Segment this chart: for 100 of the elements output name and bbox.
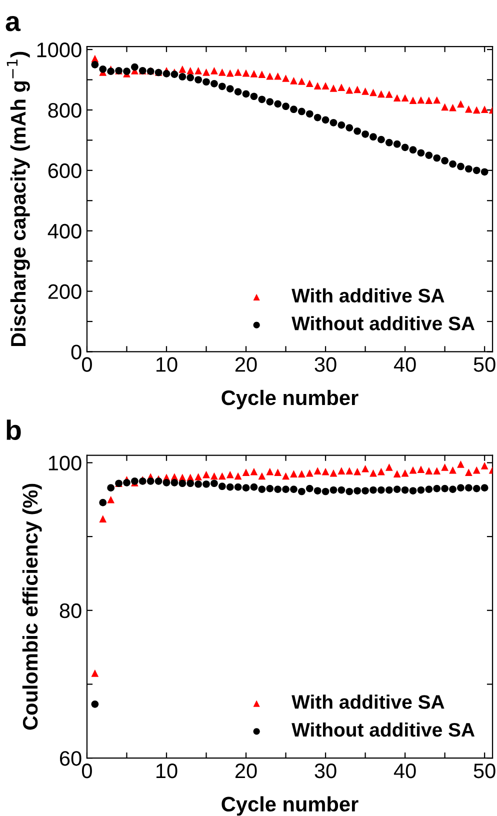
point (322, 82, 330, 90)
point (433, 96, 441, 104)
point (322, 468, 330, 476)
point (362, 130, 369, 138)
x-tick-label: 20 (235, 357, 257, 372)
point (266, 468, 274, 476)
point (370, 88, 377, 96)
point (393, 94, 401, 102)
point (472, 106, 480, 114)
point (178, 480, 186, 488)
point (441, 484, 448, 492)
text: b (6, 420, 21, 440)
point (425, 152, 433, 159)
point (425, 467, 433, 475)
point (218, 68, 226, 76)
point (298, 488, 306, 496)
point (346, 467, 354, 475)
point (362, 464, 369, 472)
point (322, 116, 330, 124)
point (274, 468, 282, 476)
point (330, 469, 338, 477)
x-tick-label: 0 (82, 763, 92, 778)
point (91, 60, 99, 68)
point (290, 486, 298, 493)
point (409, 96, 417, 104)
point (146, 477, 154, 485)
point (282, 74, 290, 82)
y-tick-label: 600 (48, 163, 82, 178)
point (409, 487, 417, 494)
x-tick-label: 50 (474, 763, 496, 778)
point (370, 469, 377, 477)
point (298, 108, 306, 116)
point (298, 78, 306, 85)
point (123, 68, 130, 75)
point (290, 106, 298, 114)
point (464, 165, 472, 173)
x-tick-label: 30 (314, 763, 336, 778)
point (480, 106, 488, 114)
point (242, 484, 250, 492)
point (433, 467, 441, 475)
y-tick-label: 100 (48, 456, 82, 470)
point (457, 484, 464, 492)
point (218, 472, 226, 480)
y-tick-label: 200 (48, 284, 82, 300)
point (178, 66, 186, 73)
point (346, 488, 354, 496)
point (91, 700, 99, 708)
point (123, 478, 130, 486)
point (338, 467, 346, 475)
point (210, 80, 218, 88)
point (274, 486, 282, 493)
point (314, 487, 322, 494)
point (162, 478, 170, 486)
y-tick-label: 1000 (37, 42, 82, 58)
x-tick-label: 0 (82, 357, 92, 372)
point (480, 168, 488, 176)
legend-label: Without additive SA (292, 316, 475, 330)
point (314, 114, 322, 122)
point (362, 88, 369, 95)
point (338, 84, 346, 91)
point (250, 92, 258, 100)
point (194, 480, 202, 488)
point (314, 82, 322, 90)
point (218, 482, 226, 490)
x-tick-label: 50 (474, 357, 496, 372)
point (362, 487, 369, 494)
point (258, 70, 266, 78)
point (322, 488, 330, 496)
point (393, 470, 401, 478)
point (409, 466, 417, 474)
point (306, 484, 314, 492)
point (433, 154, 441, 162)
point (274, 100, 282, 108)
point (472, 484, 480, 492)
point (186, 480, 194, 488)
point (354, 127, 362, 135)
point (441, 103, 448, 111)
point (131, 63, 138, 71)
point (234, 472, 242, 480)
point (202, 68, 210, 76)
point (186, 74, 194, 82)
legend-label: With additive SA (292, 694, 444, 709)
point (226, 483, 234, 491)
point (274, 72, 282, 80)
x-tick-label: 40 (394, 357, 416, 372)
point (385, 463, 393, 471)
point (457, 162, 464, 170)
point (258, 96, 266, 104)
point (306, 469, 314, 477)
point (370, 133, 377, 141)
x-tick-label: 30 (314, 357, 336, 372)
point (234, 483, 242, 491)
y-axis-title: Coulombic efficiency (%) (22, 484, 42, 730)
point (338, 486, 346, 494)
point (330, 84, 338, 92)
y-tick-label: 800 (48, 102, 82, 118)
point (234, 88, 242, 96)
point (186, 67, 194, 74)
point (99, 66, 107, 73)
point (258, 486, 266, 493)
